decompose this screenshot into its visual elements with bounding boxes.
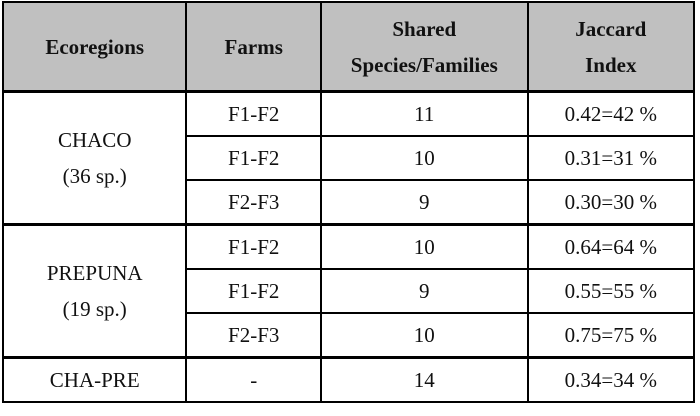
ecoregion-species: (36 sp.) [62, 164, 127, 188]
table-row: CHACO (36 sp.) F1-F2 11 0.42=42 % [1, 90, 696, 226]
shared-cell: 10 [319, 135, 529, 181]
shared-cell: 14 [319, 356, 529, 403]
shared-cell: 10 [319, 223, 529, 270]
header-jaccard: Jaccard Index [526, 1, 696, 93]
table-row: PREPUNA (19 sp.) F1-F2 10 0.64=64 % [1, 223, 696, 359]
farms-cell: F1-F2 [185, 135, 322, 181]
jaccard-cell: 0.30=30 % [526, 179, 696, 226]
farms-cell: - [185, 356, 322, 403]
jaccard-cell: 0.34=34 % [526, 356, 696, 403]
shared-cell: 9 [319, 179, 529, 226]
jaccard-cell: 0.55=55 % [526, 268, 696, 314]
ecoregion-chaco: CHACO (36 sp.) [1, 90, 188, 226]
ecoregion-cha-pre: CHA-PRE [1, 356, 188, 403]
header-jaccard-line2: Index [585, 52, 637, 77]
farms-cell: F1-F2 [185, 268, 322, 314]
farms-cell: F1-F2 [185, 90, 322, 137]
ecoregion-species: (19 sp.) [62, 297, 127, 321]
header-shared-line1: Shared [392, 16, 457, 41]
table-row: F2-F3 9 0.30=30 % [3, 179, 696, 226]
jaccard-cell: 0.42=42 % [526, 90, 696, 137]
header-ecoregions-label: Ecoregions [45, 34, 145, 59]
jaccard-cell: 0.31=31 % [526, 135, 696, 181]
jaccard-table: Ecoregions Farms Shared Species/Families … [1, 1, 696, 403]
table-row: CHA-PRE - 14 0.34=34 % [1, 356, 696, 403]
jaccard-cell: 0.64=64 % [526, 223, 696, 270]
farms-cell: F2-F3 [185, 179, 322, 226]
jaccard-cell: 0.75=75 % [526, 312, 696, 359]
shared-cell: 11 [319, 90, 529, 137]
farms-cell: F2-F3 [185, 312, 322, 359]
header-shared: Shared Species/Families [319, 1, 529, 93]
table-row: F1-F2 9 0.55=55 % [3, 268, 696, 314]
header-farms: Farms [185, 1, 322, 93]
farms-cell: F1-F2 [185, 223, 322, 270]
header-jaccard-line1: Jaccard [575, 16, 647, 41]
ecoregion-name: PREPUNA [46, 261, 143, 285]
header-farms-label: Farms [224, 34, 283, 59]
table-row: F2-F3 10 0.75=75 % [3, 312, 696, 359]
shared-cell: 9 [319, 268, 529, 314]
table-row: F1-F2 10 0.31=31 % [3, 135, 696, 181]
header-row: Ecoregions Farms Shared Species/Families … [1, 1, 696, 93]
ecoregion-prepuna: PREPUNA (19 sp.) [1, 223, 188, 359]
header-shared-line2: Species/Families [350, 52, 498, 77]
ecoregion-name: CHACO [57, 128, 132, 152]
header-ecoregions: Ecoregions [1, 1, 188, 93]
shared-cell: 10 [319, 312, 529, 359]
